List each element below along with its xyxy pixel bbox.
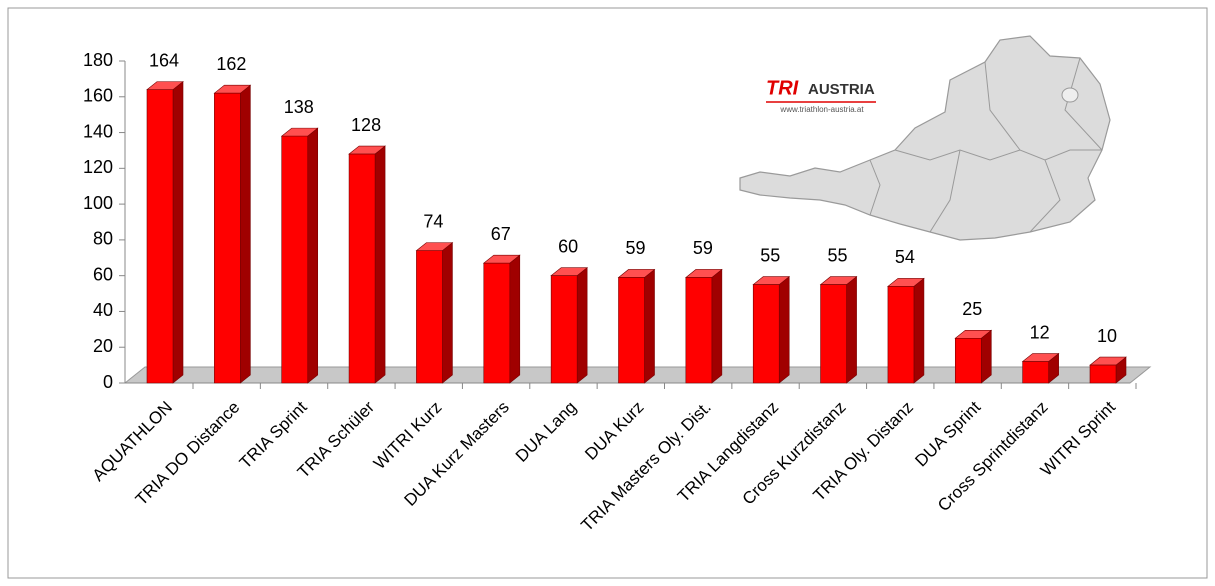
bar — [550, 267, 588, 384]
y-tick-label: 160 — [83, 86, 113, 106]
value-label: 60 — [558, 236, 578, 256]
bar — [482, 254, 521, 384]
austria-map — [739, 35, 1111, 241]
bar — [213, 84, 252, 384]
bar-face — [550, 275, 578, 384]
value-label: 74 — [423, 211, 443, 231]
bar — [146, 80, 184, 384]
bar — [415, 241, 454, 384]
value-label: 55 — [760, 245, 780, 265]
bar-face — [685, 277, 713, 384]
value-label: 67 — [491, 224, 511, 244]
bar-face — [483, 262, 511, 384]
y-tick-label: 40 — [93, 300, 113, 320]
bar-face — [846, 275, 857, 384]
bar-face — [820, 284, 847, 384]
bar-face — [416, 250, 443, 384]
y-tick-label: 80 — [93, 229, 113, 249]
bar-face — [1022, 361, 1049, 384]
bar-face — [509, 254, 521, 384]
value-label: 54 — [895, 247, 915, 267]
bar-face — [576, 267, 588, 384]
bar — [819, 275, 858, 384]
value-label: 164 — [149, 50, 179, 70]
value-label: 55 — [828, 245, 848, 265]
value-label: 59 — [625, 238, 645, 258]
bar-face — [307, 127, 319, 384]
bar-face — [442, 241, 453, 384]
bar-face — [240, 84, 251, 384]
bar — [348, 145, 386, 384]
value-label: 25 — [962, 299, 982, 319]
y-tick-label: 140 — [83, 121, 113, 141]
y-tick-label: 120 — [83, 157, 113, 177]
bar-face — [980, 329, 992, 384]
bar-face — [618, 277, 645, 384]
bar-face — [913, 277, 925, 384]
bar-face — [887, 286, 915, 384]
y-tick-label: 100 — [83, 193, 113, 213]
value-label: 128 — [351, 115, 381, 135]
bar-face — [214, 92, 241, 384]
bar — [1089, 356, 1127, 384]
bar — [617, 268, 656, 384]
y-tick-label: 20 — [93, 336, 113, 356]
y-tick-label: 0 — [103, 372, 113, 392]
bar-face — [1089, 364, 1117, 384]
bar-face — [172, 80, 184, 384]
bar-face — [146, 89, 174, 384]
bar-face — [711, 268, 723, 384]
bar — [752, 275, 791, 384]
bar — [685, 268, 723, 384]
value-label: 138 — [284, 97, 314, 117]
bar-face — [281, 135, 309, 384]
bar-face — [778, 275, 790, 384]
y-tick-label: 180 — [83, 50, 113, 70]
value-label: 59 — [693, 238, 713, 258]
bar — [954, 329, 993, 384]
value-label: 10 — [1097, 326, 1117, 346]
bar-face — [374, 145, 386, 384]
logo-brand: TRI — [766, 77, 799, 99]
logo-url: www.triathlon-austria.at — [779, 105, 864, 114]
logo-name: AUSTRIA — [808, 81, 875, 98]
bar — [1021, 352, 1060, 384]
bar-face — [752, 284, 780, 384]
value-label: 162 — [216, 54, 246, 74]
value-label: 12 — [1030, 322, 1050, 342]
bar-face — [954, 337, 982, 384]
bar-face — [644, 268, 655, 384]
bar — [280, 127, 319, 384]
bar — [887, 277, 925, 384]
bar-face — [348, 153, 376, 384]
y-tick-label: 60 — [93, 264, 113, 284]
